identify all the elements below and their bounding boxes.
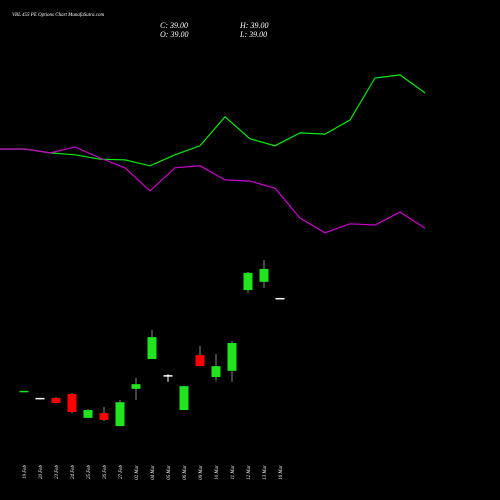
candle-body — [67, 393, 77, 412]
x-tick-label: 23 Feb — [55, 465, 60, 480]
candle-body — [259, 268, 269, 282]
x-tick-label: 19 Feb — [23, 465, 28, 480]
candle-body — [243, 272, 253, 291]
x-tick-label: 16 Mar — [279, 465, 284, 480]
chart-title: VBL 455 PE Options Chart MunafaSutra.com — [12, 13, 105, 18]
x-tick-label: 04 Mar — [151, 465, 156, 480]
x-tick-label: 25 Feb — [87, 465, 92, 480]
candle-body — [195, 355, 205, 367]
x-tick-label: 11 Mar — [231, 465, 236, 480]
low-label: L: 39.00 — [239, 30, 267, 39]
x-tick-label: 05 Mar — [167, 465, 172, 480]
candle-body — [99, 413, 109, 420]
high-label: H: 39.00 — [239, 21, 268, 30]
x-tick-label: 13 Mar — [263, 465, 268, 480]
x-tick-label: 24 Feb — [71, 465, 76, 480]
candle-body — [19, 390, 29, 393]
x-tick-label: 09 Mar — [199, 465, 204, 480]
candle-body — [83, 410, 93, 418]
x-tick-label: 20 Feb — [39, 465, 44, 480]
candle-body — [35, 397, 45, 400]
candle-body — [227, 343, 237, 371]
candle-body — [275, 297, 285, 300]
candle-body — [163, 375, 173, 377]
candle-body — [115, 402, 125, 427]
candle-body — [211, 366, 221, 378]
x-tick-label: 10 Mar — [215, 465, 220, 480]
x-tick-label: 27 Feb — [119, 465, 124, 480]
candle-body — [51, 397, 61, 403]
x-tick-label: 02 Mar — [135, 465, 140, 480]
x-tick-label: 12 Mar — [247, 465, 252, 480]
candle-body — [147, 337, 157, 360]
candle-body — [131, 384, 141, 389]
x-tick-label: 26 Feb — [103, 465, 108, 480]
candle-body — [179, 386, 189, 411]
x-tick-label: 06 Mar — [183, 465, 188, 480]
indicator-line — [0, 146, 426, 234]
open-label: O: 39.00 — [160, 30, 188, 39]
indicator-line — [0, 74, 426, 167]
close-label: C: 39.00 — [160, 21, 188, 30]
